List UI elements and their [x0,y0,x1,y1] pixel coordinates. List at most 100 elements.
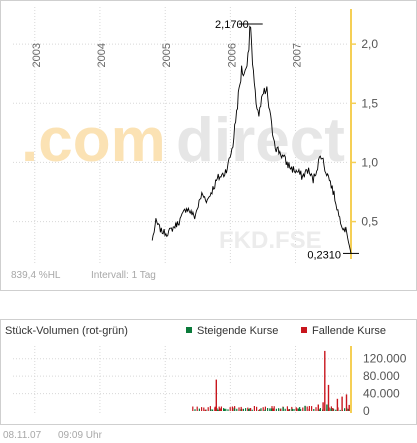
legend-rising-label: Steigende Kurse [197,325,279,337]
volume-bar-minor [289,409,291,411]
x-tick-label: 2004 [96,43,108,67]
volume-bar-minor [218,406,220,411]
volume-y-tick-label: 0 [363,404,370,418]
volume-bar-minor [203,407,205,411]
volume-chart: 0 40.000 80.000 120.000 [13,346,407,418]
volume-bar-rising [264,409,266,411]
volume-bar-rising [330,408,332,411]
x-tick-label: 2007 [291,43,303,67]
volume-bar-minor [275,408,277,411]
volume-bar-minor [269,408,271,411]
timestamp-time: 09:09 Uhr [58,430,102,441]
volume-bar-rising [282,407,284,411]
volume-bar-minor [293,409,295,411]
volume-bar-falling [336,398,339,411]
volume-bar-minor [300,409,302,411]
x-tick-label: 2003 [31,43,43,67]
volume-bar-minor [302,407,304,411]
legend-falling: Fallende Kurse [301,325,386,337]
volume-bar-falling [272,408,274,411]
volume-bar-falling [204,409,207,411]
volume-bar-minor [247,407,249,411]
watermark-symbol: FKD.FSE [219,227,322,254]
volume-bar-minor [306,406,308,411]
volume-bar-rising [223,408,226,411]
volume-bar-falling [258,409,261,411]
volume-bar-minor [273,406,275,411]
price-chart-panel: .com direct FKD.FSE 2003 2004 2005 2006 2007… [0,0,417,291]
max-label: 2,1700 [215,19,249,31]
performance-label: 839,4 %HL [11,270,61,281]
volume-bar-minor [194,409,196,411]
volume-bar-minor [308,406,310,411]
volume-bar-minor [286,406,288,411]
volume-bar-minor [344,408,346,411]
volume-bar-minor [278,408,280,411]
volume-title: Stück-Volumen (rot-grün) [5,325,128,337]
volume-bar-minor [227,409,229,411]
volume-bar-falling [317,404,319,411]
volume-y-tick-label: 120.000 [363,352,407,366]
volume-bar-minor [209,406,211,411]
volume-y-tick-label: 40.000 [363,387,400,401]
volume-bar-minor [229,407,231,411]
volume-bar-falling [214,406,217,411]
volume-bar-minor [258,410,260,411]
volume-bar-falling [348,404,350,411]
volume-bar-falling [345,394,348,411]
volume-bar-minor [267,408,269,411]
volume-bar-rising [270,408,273,411]
y-tick-label: 1,0 [361,155,378,169]
volume-bar-rising [248,408,250,411]
volume-bar-rising [233,408,236,411]
volume-bar-rising [318,409,320,411]
volume-bar-minor [262,407,264,411]
price-series-line [151,25,352,254]
volume-bar-falling [219,408,221,411]
volume-y-tick-label: 80.000 [363,369,400,383]
volume-bar-falling [327,384,330,411]
volume-bar-falling [240,408,243,411]
volume-bar-falling [249,408,252,411]
volume-bar-minor [335,409,337,411]
volume-bar-minor [242,408,244,411]
watermark-direct: direct [176,106,345,175]
volume-bar-minor [196,406,198,411]
volume-bar-rising [326,404,328,411]
volume-bar-minor [328,407,330,411]
volume-bar-minor [245,408,247,411]
timestamp-date: 08.11.07 [3,430,42,441]
volume-bar-minor [333,408,335,411]
volume-bar-minor [264,406,266,411]
volume-bar-falling [279,408,282,411]
volume-bar-minor [284,408,286,411]
volume-bar-rising [347,408,349,411]
volume-bar-minor [207,407,209,411]
volume-bar-rising [210,409,212,411]
volume-bar-minor [198,408,200,411]
volume-bar-falling [322,402,324,411]
volume-bar-minor [339,409,341,411]
volume-bar-rising [304,405,306,411]
volume-bar-falling [324,350,326,411]
interval-label: Intervall: 1 Tag [91,270,156,281]
y-tick-label: 1,5 [361,96,378,110]
y-tick-label: 2,0 [361,37,378,51]
volume-bar-falling [215,379,217,411]
volume-bar-minor [253,406,255,411]
legend-falling-label: Fallende Kurse [312,325,386,337]
price-chart: .com direct FKD.FSE 2003 2004 2005 2006 2007… [13,7,378,263]
watermark: .com direct FKD.FSE [21,106,345,254]
volume-bar-falling [332,408,334,411]
volume-bar-minor [251,409,253,411]
volume-bar-rising [217,409,219,411]
volume-bar-minor [313,409,315,411]
volume-bar-minor [256,406,258,411]
volume-bar-rising [291,408,293,411]
volume-chart-panel: 0 40.000 80.000 120.000 [0,319,417,425]
volume-bar-falling [341,396,343,411]
volume-bar-minor [319,408,321,411]
volume-bar-minor [220,406,222,411]
volume-bar-minor [238,407,240,411]
volume-bar-falling [232,407,234,411]
